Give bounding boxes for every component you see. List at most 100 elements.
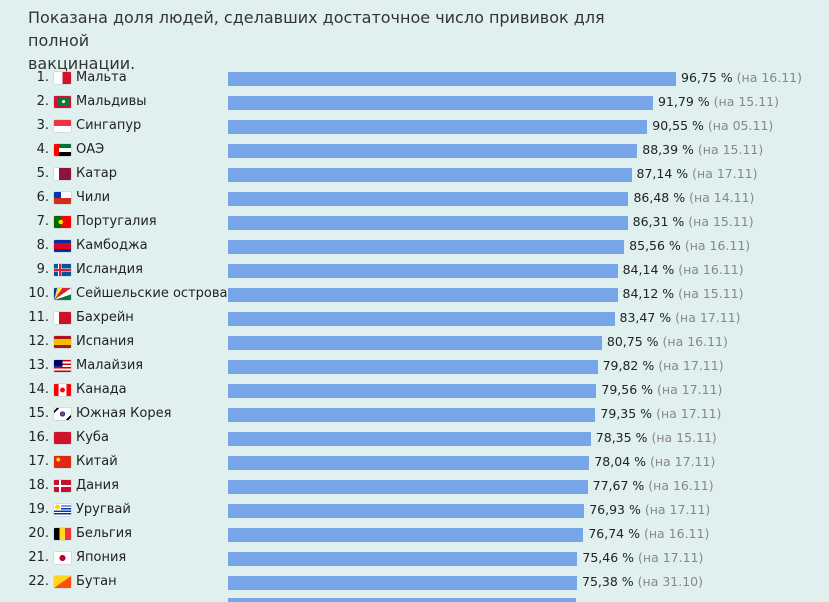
- rank-label: 16.: [28, 430, 49, 445]
- value-label: 76,93 % (на 17.11): [589, 498, 710, 522]
- country-name: Испания: [76, 334, 135, 349]
- rank-label: 11.: [28, 310, 49, 325]
- value-label: 96,75 % (на 16.11): [681, 66, 802, 90]
- country-name: Бельгия: [76, 526, 132, 541]
- data-date: (на 16.11): [662, 334, 728, 349]
- percent-value: 85,56 %: [629, 238, 681, 253]
- bar: [228, 216, 628, 230]
- bar-partial-next-row: [228, 598, 576, 602]
- data-date: (на 16.11): [736, 70, 802, 85]
- country-name: Куба: [76, 430, 109, 445]
- description-line-1: Показана доля людей, сделавших достаточн…: [28, 8, 605, 50]
- chart-row: 15. Южная Корея 79,35 % (на 17.11): [0, 402, 829, 426]
- chart-row: 8. Камбоджа 85,56 % (на 16.11): [0, 234, 829, 258]
- chart-row: 10. Сейшельские острова 84,12 % (на 15.11): [0, 282, 829, 306]
- value-label: 85,56 % (на 16.11): [629, 234, 750, 258]
- rank-label: 5.: [36, 166, 49, 181]
- percent-value: 78,35 %: [595, 430, 648, 445]
- bar: [228, 192, 629, 206]
- flag-bhutan-icon: [54, 576, 71, 588]
- chart-row: 21. Япония 75,46 % (на 17.11): [0, 546, 829, 570]
- bar: [228, 480, 588, 494]
- percent-value: 86,31 %: [632, 214, 685, 229]
- bar: [228, 312, 615, 326]
- country-name: Чили: [76, 190, 111, 205]
- chart-row: 12. Испания 80,75 % (на 16.11): [0, 330, 829, 354]
- flag-canada-icon: [54, 384, 71, 396]
- rank-label: 7.: [36, 214, 49, 229]
- data-date: (на 31.10): [637, 574, 704, 589]
- flag-belgium-icon: [54, 528, 71, 540]
- description-line-2: вакцинации.: [28, 54, 136, 73]
- country-name: Камбоджа: [76, 238, 148, 253]
- bar: [228, 384, 597, 398]
- rank-label: 4.: [36, 142, 49, 157]
- percent-value: 83,47 %: [619, 310, 672, 325]
- rank-label: 20.: [28, 526, 49, 541]
- chart-row: 11. Бахрейн 83,47 % (на 17.11): [0, 306, 829, 330]
- rank-label: 17.: [28, 454, 49, 469]
- chart-row: 6. Чили 86,48 % (на 14.11): [0, 186, 829, 210]
- rank-label: 2.: [36, 94, 49, 109]
- value-label: 86,31 % (на 15.11): [633, 210, 754, 234]
- bar: [228, 144, 638, 158]
- country-name: Дания: [76, 478, 119, 493]
- flag-cuba-icon: [54, 432, 71, 444]
- flag-malta-icon: [54, 72, 71, 84]
- bar: [228, 528, 584, 542]
- percent-value: 75,46 %: [582, 550, 635, 565]
- country-name: Сейшельские острова: [76, 286, 228, 301]
- country-name: Португалия: [76, 214, 157, 229]
- percent-value: 79,82 %: [602, 358, 655, 373]
- bar: [228, 72, 676, 86]
- chart-row: 22. Бутан 75,38 % (на 31.10): [0, 570, 829, 594]
- bar: [228, 168, 632, 182]
- percent-value: 84,12 %: [622, 286, 675, 301]
- data-date: (на 17.11): [657, 382, 723, 397]
- chart-row: 13. Малайзия 79,82 % (на 17.11): [0, 354, 829, 378]
- rank-label: 10.: [28, 286, 49, 301]
- country-name: Китай: [76, 454, 118, 469]
- flag-iceland-icon: [54, 264, 71, 276]
- chart-row: 5. Катар 87,14 % (на 17.11): [0, 162, 829, 186]
- percent-value: 79,35 %: [600, 406, 653, 421]
- value-label: 90,55 % (на 05.11): [652, 114, 773, 138]
- value-label: 79,82 % (на 17.11): [603, 354, 724, 378]
- percent-value: 78,04 %: [594, 454, 646, 469]
- bar: [228, 120, 648, 134]
- rank-label: 3.: [36, 118, 49, 133]
- flag-cambodia-icon: [54, 240, 71, 252]
- chart-row: 19. Уругвай 76,93 % (на 17.11): [0, 498, 829, 522]
- data-date: (на 17.11): [650, 454, 716, 469]
- value-label: 75,38 % (на 31.10): [582, 570, 703, 594]
- flag-south-korea-icon: [54, 408, 71, 420]
- percent-value: 84,14 %: [622, 262, 675, 277]
- chart-row: 16. Куба 78,35 % (на 15.11): [0, 426, 829, 450]
- value-label: 75,46 % (на 17.11): [582, 546, 703, 570]
- data-date: (на 15.11): [697, 142, 764, 157]
- data-date: (на 15.11): [713, 94, 780, 109]
- percent-value: 79,56 %: [601, 382, 654, 397]
- data-date: (на 16.11): [648, 478, 714, 493]
- percent-value: 88,39 %: [642, 142, 694, 157]
- chart-row: 1. Мальта 96,75 % (на 16.11): [0, 66, 829, 90]
- chart-row: 14. Канада 79,56 % (на 17.11): [0, 378, 829, 402]
- flag-china-icon: [54, 456, 71, 468]
- country-name: Бахрейн: [76, 310, 134, 325]
- bar: [228, 96, 654, 110]
- country-name: Мальдивы: [76, 94, 147, 109]
- value-label: 84,14 % (на 16.11): [623, 258, 744, 282]
- value-label: 91,79 % (на 15.11): [658, 90, 779, 114]
- flag-uruguay-icon: [54, 504, 71, 516]
- value-label: 76,74 % (на 16.11): [588, 522, 709, 546]
- country-name: Сингапур: [76, 118, 142, 133]
- bar: [228, 240, 625, 254]
- value-label: 79,35 % (на 17.11): [600, 402, 721, 426]
- flag-chile-icon: [54, 192, 71, 204]
- value-label: 78,35 % (на 15.11): [596, 426, 717, 450]
- data-date: (на 05.11): [707, 118, 774, 133]
- country-name: Канада: [76, 382, 127, 397]
- value-label: 77,67 % (на 16.11): [593, 474, 714, 498]
- bar: [228, 360, 598, 374]
- rank-label: 9.: [36, 262, 49, 277]
